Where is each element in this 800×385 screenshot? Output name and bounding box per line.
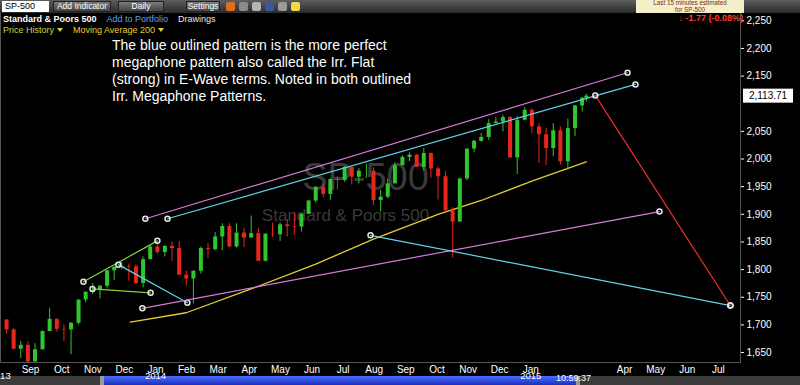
svg-text:Feb: Feb [178, 364, 196, 375]
svg-text:May: May [271, 364, 290, 375]
svg-text:Dec: Dec [491, 364, 509, 375]
svg-text:1,750: 1,750 [747, 291, 772, 302]
svg-text:May: May [646, 364, 665, 375]
svg-text:SP-500: SP-500 [302, 155, 429, 198]
svg-text:Oct: Oct [54, 364, 70, 375]
svg-text:1,800: 1,800 [747, 264, 772, 275]
svg-text:Nov: Nov [459, 364, 477, 375]
svg-text:1,700: 1,700 [747, 319, 772, 330]
html-text:Settings: Settings [187, 1, 219, 11]
html-text:for SP-500: for SP-500 [674, 5, 705, 13]
html-text:Standard & Poors 500: Standard & Poors 500 [3, 14, 97, 24]
svg-text:2,150: 2,150 [747, 70, 772, 81]
html-text:SP-500: SP-500 [5, 1, 35, 11]
svg-text:2,113.71: 2,113.71 [749, 90, 788, 101]
svg-text:1,950: 1,950 [747, 181, 772, 192]
svg-text:Dec: Dec [115, 364, 133, 375]
html-text:Add to Portfolio: Add to Portfolio [106, 14, 169, 24]
html-text:Price History: Price History [3, 25, 54, 35]
svg-text:Nov: Nov [84, 364, 102, 375]
svg-text:13: 13 [0, 370, 11, 381]
svg-text:Sep: Sep [22, 364, 40, 375]
svg-text:Standard & Poors 500: Standard & Poors 500 [261, 205, 430, 225]
html-text:The blue outlined pattern is t: The blue outlined pattern is the more pe… [112, 37, 387, 53]
svg-text:Oct: Oct [429, 364, 445, 375]
html-text:Last 15 minutes estimated: Last 15 minutes estimated [653, 0, 727, 6]
svg-text:Jun: Jun [679, 364, 695, 375]
svg-text:Jul: Jul [712, 364, 725, 375]
html-text:megaphone pattern also called: megaphone pattern also called the Irr. F… [112, 54, 375, 70]
svg-text:1,850: 1,850 [747, 236, 772, 247]
html-text:Drawings: Drawings [178, 14, 216, 24]
svg-text:2,250: 2,250 [747, 15, 772, 26]
svg-text:Jul: Jul [337, 364, 350, 375]
svg-text:Sep: Sep [397, 364, 415, 375]
svg-text:Jun: Jun [304, 364, 320, 375]
svg-text:1,900: 1,900 [747, 209, 772, 220]
html-text:↓ -1.77 (-0.08%): ↓ -1.77 (-0.08%) [678, 13, 743, 23]
svg-text:Apr: Apr [242, 364, 258, 375]
svg-text:2014: 2014 [145, 370, 166, 381]
svg-text:2,050: 2,050 [747, 126, 772, 137]
html-text:Moving Average 200: Moving Average 200 [73, 25, 155, 35]
html-text:Add Indicator: Add Indicator [57, 1, 107, 11]
svg-text:2015: 2015 [520, 370, 541, 381]
svg-text:1,650: 1,650 [747, 347, 772, 358]
html-text:Irr. Megaphone Patterns.: Irr. Megaphone Patterns. [112, 88, 267, 104]
html-text:10:59:37: 10:59:37 [556, 373, 591, 383]
html-text:Daily: Daily [131, 1, 151, 11]
svg-text:Mar: Mar [210, 364, 228, 375]
svg-text:Aug: Aug [365, 364, 383, 375]
svg-text:Apr: Apr [617, 364, 633, 375]
svg-text:2,200: 2,200 [747, 43, 772, 54]
html-text:(strong) in E-Wave terms. Note: (strong) in E-Wave terms. Noted in both … [112, 71, 412, 87]
svg-text:2,000: 2,000 [747, 153, 772, 164]
